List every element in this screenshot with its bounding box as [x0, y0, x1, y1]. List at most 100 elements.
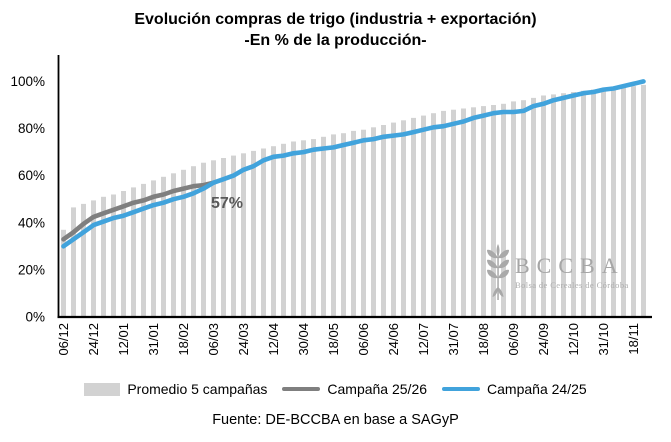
- bar: [161, 176, 166, 317]
- bar: [581, 90, 586, 317]
- source-note: Fuente: DE-BCCBA en base a SAGyP: [212, 412, 459, 428]
- blue-line-swatch: [442, 386, 481, 392]
- legend-item-campana-2526: Campaña 25/26: [282, 381, 427, 397]
- x-tick-label: 24/06: [386, 323, 401, 356]
- bar: [441, 110, 446, 318]
- annotation-57pct: 57%: [211, 195, 243, 212]
- bar: [201, 162, 206, 317]
- legend-label-campana-2526: Campaña 25/26: [327, 381, 428, 397]
- x-tick-label: 06/03: [206, 323, 221, 356]
- bar: [531, 97, 536, 318]
- bar: [411, 117, 416, 318]
- bar: [231, 155, 236, 317]
- bar: [61, 229, 66, 317]
- bar: [621, 87, 626, 317]
- x-tick-label: 06/12: [56, 323, 71, 356]
- bar: [421, 115, 426, 317]
- bar: [331, 134, 336, 317]
- bar: [211, 160, 216, 317]
- x-tick-label: 24/03: [236, 323, 251, 356]
- bar: [511, 101, 516, 318]
- bar: [101, 196, 106, 317]
- y-tick-label: 60%: [18, 168, 45, 183]
- x-tick-label: 18/02: [176, 323, 191, 356]
- bar: [401, 120, 406, 317]
- bar: [91, 200, 96, 317]
- x-tick-label: 30/04: [296, 323, 311, 356]
- bar: [151, 180, 156, 317]
- bar: [191, 166, 196, 317]
- bar: [221, 158, 226, 317]
- bar: [81, 203, 86, 317]
- bar: [471, 107, 476, 317]
- bar: [491, 105, 496, 317]
- bar: [641, 84, 646, 318]
- legend-label-campana-2425: Campaña 24/25: [487, 381, 587, 397]
- x-tick-label: 12/10: [566, 323, 581, 356]
- x-tick-label: 31/01: [146, 323, 161, 356]
- x-tick-label: 18/08: [476, 323, 491, 356]
- y-tick-label: 0%: [25, 310, 45, 325]
- series-line-campana-2526: [61, 180, 216, 242]
- bar-swatch: [84, 382, 121, 396]
- chart-title-block: Evolución compras de trigo (industria + …: [0, 9, 671, 51]
- legend-item-campana-2425: Campaña 24/25: [442, 381, 587, 397]
- y-tick-label: 80%: [18, 121, 45, 136]
- legend-item-promedio: Promedio 5 campañas: [84, 381, 267, 397]
- x-tick-label: 31/10: [596, 323, 611, 356]
- bar: [171, 173, 176, 317]
- x-tick-label: 18/05: [326, 323, 341, 356]
- bar: [241, 153, 246, 317]
- chart-plot: 0% 20% 40% 60% 80% 100% 06/12 24/12 12/01 31/01 18…: [10, 55, 652, 356]
- bar: [281, 143, 286, 317]
- bar: [71, 207, 76, 317]
- y-tick-label: 40%: [18, 215, 45, 230]
- bar: [371, 127, 376, 317]
- bar: [541, 95, 546, 317]
- chart-subtitle: -En % de la producción-: [244, 32, 427, 49]
- bar: [301, 140, 306, 317]
- y-tick-label: 100%: [10, 74, 45, 89]
- x-tick-label: 31/07: [446, 323, 461, 356]
- x-tick-label: 06/09: [506, 323, 521, 356]
- bar: [311, 139, 316, 317]
- chart-title: Evolución compras de trigo (industria + …: [134, 11, 537, 28]
- bar: [611, 87, 616, 317]
- series-line-campana-2425: [61, 79, 646, 249]
- bar: [321, 136, 326, 317]
- x-tick-label: 24/09: [536, 323, 551, 356]
- bar: [181, 169, 186, 318]
- bar: [351, 130, 356, 317]
- bar: [111, 194, 116, 317]
- bar: [121, 191, 126, 317]
- y-tick-label: 20%: [18, 262, 45, 277]
- bar: [361, 129, 366, 317]
- bar: [261, 148, 266, 317]
- bar: [551, 94, 556, 318]
- bar: [461, 108, 466, 317]
- bar: [521, 100, 526, 317]
- gray-line-swatch: [282, 386, 321, 392]
- x-tick-label: 06/06: [356, 323, 371, 356]
- bar: [431, 113, 436, 317]
- x-tick-label: 12/04: [266, 323, 281, 356]
- bar: [341, 133, 346, 317]
- legend: Promedio 5 campañas Campaña 25/26 Campañ…: [0, 381, 671, 397]
- x-tick-label: 24/12: [86, 323, 101, 356]
- bar: [251, 150, 256, 317]
- bar: [451, 109, 456, 317]
- bar: [601, 88, 606, 317]
- bar: [481, 106, 486, 317]
- bar: [291, 141, 296, 317]
- bar: [381, 125, 386, 317]
- bar: [571, 92, 576, 317]
- bar: [271, 146, 276, 317]
- x-tick-label: 18/11: [626, 323, 641, 355]
- bar: [631, 86, 636, 317]
- bar: [131, 187, 136, 317]
- x-tick-label: 12/07: [416, 323, 431, 356]
- bar: [391, 122, 396, 317]
- bar: [501, 103, 506, 317]
- legend-label-promedio: Promedio 5 campañas: [127, 381, 268, 397]
